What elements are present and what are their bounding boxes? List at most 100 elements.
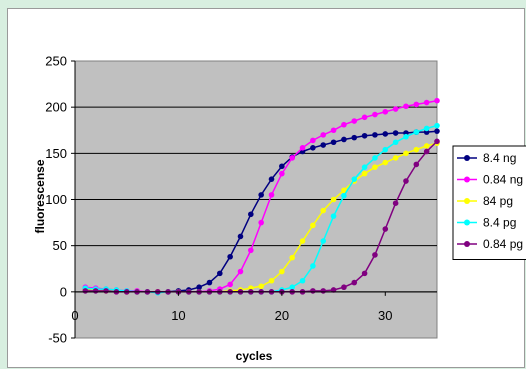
data-point (423, 143, 430, 149)
data-point (341, 284, 347, 291)
data-point (382, 226, 389, 232)
data-point (320, 238, 327, 244)
data-point (434, 138, 440, 145)
legend-label: 0.84 ng (483, 173, 523, 187)
data-point (423, 99, 430, 106)
data-point (268, 192, 275, 198)
data-point (392, 200, 399, 206)
data-point (217, 270, 223, 277)
data-point (330, 139, 337, 146)
data-point (279, 268, 285, 275)
data-point (237, 268, 244, 275)
data-point (372, 164, 378, 170)
data-point (403, 178, 409, 184)
data-point (351, 134, 358, 141)
y-tick-label: -50 (48, 331, 67, 346)
data-point (392, 106, 399, 112)
legend-swatch-marker (464, 198, 470, 204)
data-point (372, 252, 378, 258)
legend-label: 8.4 pg (483, 216, 516, 230)
data-point (372, 132, 378, 138)
data-point (361, 132, 368, 139)
data-point (361, 270, 368, 277)
data-point (341, 121, 347, 128)
x-tick-label: 0 (71, 308, 78, 323)
y-tick-label: 250 (45, 54, 67, 69)
data-point (341, 193, 347, 199)
data-point (320, 288, 327, 294)
data-point (351, 176, 358, 182)
data-point (330, 213, 337, 219)
data-point (289, 155, 296, 161)
legend-swatch-marker (464, 241, 470, 247)
data-point (103, 288, 109, 294)
data-point (299, 144, 306, 151)
data-point (382, 159, 389, 166)
legend-swatch-marker (464, 219, 470, 226)
data-point (372, 155, 378, 161)
data-point (341, 187, 347, 194)
x-axis-title: cycles (236, 349, 273, 363)
legend: 8.4 ng 0.84 ng 84 pg 8.4 pg 0.84 pg (452, 145, 526, 260)
data-point (351, 279, 358, 286)
data-point (382, 146, 389, 153)
data-point (423, 148, 430, 155)
data-point (361, 114, 368, 121)
data-point (227, 281, 233, 288)
data-point (320, 142, 327, 148)
data-point (330, 127, 337, 134)
data-point (372, 111, 378, 118)
data-point (392, 155, 399, 161)
data-point (403, 133, 409, 140)
data-point (227, 253, 233, 260)
x-tick-label: 30 (378, 308, 392, 323)
data-point (299, 238, 306, 244)
x-tick-label: 20 (275, 308, 289, 323)
data-point (382, 108, 389, 115)
data-point (434, 97, 440, 104)
data-point (351, 118, 358, 124)
legend-label: 84 pg (483, 194, 513, 208)
y-tick-label: 150 (45, 146, 67, 161)
data-point (423, 125, 430, 132)
data-point (279, 163, 285, 170)
y-tick-label: 0 (60, 284, 67, 299)
data-point (434, 122, 440, 129)
data-point (258, 283, 264, 290)
data-point (330, 196, 337, 203)
data-point (361, 170, 368, 177)
y-axis-title: fluorescense (33, 159, 47, 233)
data-point (268, 277, 275, 284)
legend-label: 8.4 ng (483, 151, 516, 165)
data-point (289, 284, 296, 291)
data-point (289, 254, 296, 261)
data-point (206, 279, 213, 286)
legend-swatch-marker (464, 176, 470, 183)
data-point (403, 103, 409, 110)
data-point (92, 288, 99, 294)
data-point (268, 176, 275, 182)
data-point (320, 132, 327, 138)
data-point (248, 211, 254, 218)
data-point (310, 137, 316, 144)
data-point (248, 247, 254, 254)
x-tick-label: 10 (171, 308, 185, 323)
data-point (392, 139, 399, 146)
data-point (361, 164, 368, 170)
data-point (434, 128, 440, 134)
data-point (392, 130, 399, 136)
data-point (279, 170, 285, 177)
y-tick-label: 200 (45, 100, 67, 115)
y-tick-label: 100 (45, 192, 67, 207)
data-point (299, 277, 306, 284)
data-point (413, 161, 420, 168)
legend-swatch-marker (464, 155, 470, 161)
data-point (310, 144, 316, 151)
y-tick-label: 50 (53, 238, 67, 253)
data-point (310, 222, 316, 229)
data-point (413, 146, 420, 153)
legend-label: 0.84 pg (483, 237, 523, 251)
data-point (82, 288, 89, 294)
data-point (258, 192, 264, 198)
